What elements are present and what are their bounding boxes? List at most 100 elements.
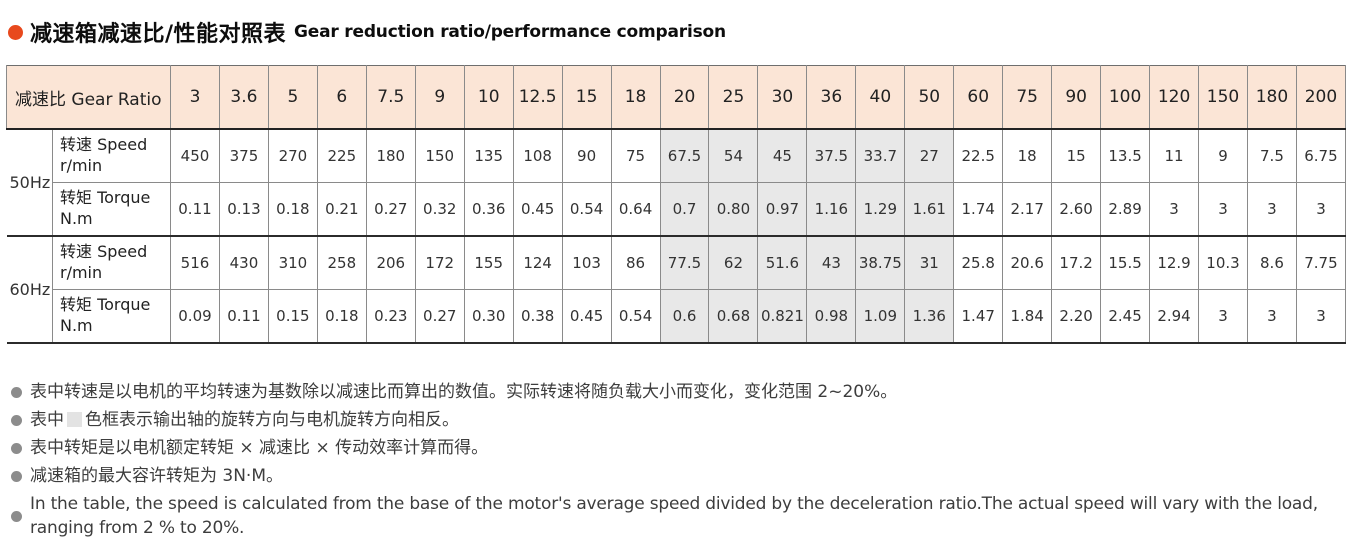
table-row: 转矩 Torque N.m 0.11 0.13 0.18 0.21 0.27 0.32 0.36… — [6, 182, 1347, 236]
value-cell: 0.64 — [610, 182, 661, 236]
value-cell: 430 — [218, 236, 269, 290]
gray-swatch-icon — [67, 412, 82, 427]
value-cell: 51.6 — [757, 236, 808, 290]
value-cell: 0.68 — [708, 289, 759, 343]
ratio-header-cell: 15 — [561, 65, 612, 129]
value-cell: 90 — [561, 129, 612, 183]
ratio-header-cell: 180 — [1246, 65, 1297, 129]
row-label-cell: 转速 Speed r/min — [52, 236, 171, 290]
value-cell: 15 — [1051, 129, 1102, 183]
footnote-text: 表中转矩是以电机额定转矩 × 减速比 × 传动效率计算而得。 — [30, 438, 489, 458]
value-cell: 2.89 — [1100, 182, 1151, 236]
value-cell: 124 — [512, 236, 563, 290]
value-cell: 0.98 — [806, 289, 857, 343]
value-cell: 135 — [463, 129, 514, 183]
footnote-text: In the table, the speed is calculated fr… — [30, 494, 1318, 538]
ratio-header-row: 减速比 Gear Ratio 3 3.6 5 6 7.5 9 10 12.5 15 18 20 25 3… — [6, 65, 1347, 129]
page-title-en: Gear reduction ratio/performance compari… — [294, 22, 726, 42]
ratio-header-cell: 12.5 — [512, 65, 563, 129]
value-cell: 20.6 — [1002, 236, 1053, 290]
value-cell: 1.84 — [1002, 289, 1053, 343]
value-cell: 375 — [218, 129, 269, 183]
footnote: 减速箱的最大容许转矩为 3N·M。 — [11, 464, 1344, 488]
value-cell: 2.45 — [1100, 289, 1151, 343]
ratio-header-cell: 9 — [414, 65, 465, 129]
row-label-unit: N.m — [60, 316, 93, 335]
note-bullet-icon — [11, 442, 22, 454]
gear-ratio-table: 减速比 Gear Ratio 3 3.6 5 6 7.5 9 10 12.5 15 18 20 25 3… — [6, 65, 1347, 344]
value-cell: 225 — [316, 129, 367, 183]
footnote-suffix: 色框表示输出轴的旋转方向与电机旋转方向相反。 — [85, 410, 459, 430]
value-cell: 0.32 — [414, 182, 465, 236]
value-cell: 0.54 — [610, 289, 661, 343]
ratio-header-cell: 10 — [463, 65, 514, 129]
table-row: 50Hz 转速 Speed r/min 450 375 270 225 180 150 135 10… — [6, 129, 1347, 236]
value-cell: 310 — [267, 236, 318, 290]
value-cell: 0.30 — [463, 289, 514, 343]
ratio-header-cell: 3.6 — [218, 65, 269, 129]
value-cell: 77.5 — [659, 236, 710, 290]
note-bullet-icon — [11, 510, 22, 522]
note-bullet-icon — [11, 386, 22, 398]
value-cell: 103 — [561, 236, 612, 290]
footnote: 表中转速是以电机的平均转速为基数除以减速比而算出的数值。实际转速将随负载大小而变… — [11, 380, 1344, 404]
ratio-header-cell: 20 — [659, 65, 710, 129]
ratio-header-cell: 30 — [757, 65, 808, 129]
value-cell: 1.36 — [904, 289, 955, 343]
value-cell: 450 — [170, 129, 220, 183]
value-cell: 1.47 — [953, 289, 1004, 343]
ratio-header-cell: 5 — [267, 65, 318, 129]
ratio-header-cell: 40 — [855, 65, 906, 129]
page-title: 减速箱减速比/性能对照表 Gear reduction ratio/perfor… — [8, 16, 1344, 48]
value-cell: 0.18 — [267, 182, 318, 236]
value-cell: 1.74 — [953, 182, 1004, 236]
value-cell: 0.45 — [561, 289, 612, 343]
value-cell: 15.5 — [1100, 236, 1151, 290]
note-bullet-icon — [11, 470, 22, 482]
value-cell: 172 — [414, 236, 465, 290]
row-label-cell: 转矩 Torque N.m — [52, 289, 171, 343]
value-cell: 10.3 — [1198, 236, 1248, 290]
value-cell: 7.5 — [1246, 129, 1297, 183]
value-cell: 0.7 — [659, 182, 710, 236]
value-cell: 9 — [1198, 129, 1248, 183]
value-cell: 0.821 — [757, 289, 808, 343]
row-label-cell: 转速 Speed r/min — [52, 129, 171, 183]
value-cell: 0.6 — [659, 289, 710, 343]
value-cell: 0.09 — [170, 289, 220, 343]
value-cell: 25.8 — [953, 236, 1004, 290]
value-cell: 11 — [1149, 129, 1200, 183]
value-cell: 86 — [610, 236, 661, 290]
value-cell: 2.20 — [1051, 289, 1102, 343]
value-cell: 1.16 — [806, 182, 857, 236]
footnote: 表中 色框表示输出轴的旋转方向与电机旋转方向相反。 — [11, 408, 1344, 432]
value-cell: 0.15 — [267, 289, 318, 343]
ratio-header-cell: 6 — [316, 65, 367, 129]
value-cell: 22.5 — [953, 129, 1004, 183]
ratio-header-cell: 50 — [904, 65, 955, 129]
value-cell: 38.75 — [855, 236, 906, 290]
frequency-cell: 60Hz — [6, 236, 53, 343]
value-cell: 0.27 — [365, 182, 416, 236]
frequency-cell: 50Hz — [6, 129, 53, 236]
value-cell: 75 — [610, 129, 661, 183]
value-cell: 62 — [708, 236, 759, 290]
value-cell: 0.80 — [708, 182, 759, 236]
value-cell: 0.97 — [757, 182, 808, 236]
value-cell: 3 — [1198, 182, 1248, 236]
value-cell: 108 — [512, 129, 563, 183]
value-cell: 7.75 — [1295, 236, 1347, 290]
value-cell: 31 — [904, 236, 955, 290]
value-cell: 17.2 — [1051, 236, 1102, 290]
value-cell: 270 — [267, 129, 318, 183]
value-cell: 206 — [365, 236, 416, 290]
value-cell: 13.5 — [1100, 129, 1151, 183]
footnote-prefix: 表中 — [30, 410, 64, 430]
value-cell: 45 — [757, 129, 808, 183]
ratio-header-cell: 7.5 — [365, 65, 416, 129]
value-cell: 1.09 — [855, 289, 906, 343]
value-cell: 1.29 — [855, 182, 906, 236]
ratio-header-cell: 150 — [1198, 65, 1248, 129]
value-cell: 43 — [806, 236, 857, 290]
value-cell: 0.27 — [414, 289, 465, 343]
